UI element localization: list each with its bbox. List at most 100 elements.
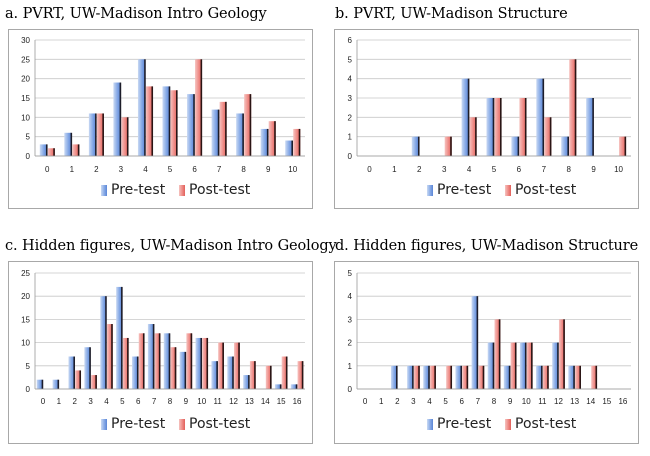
bar-post-test-shadow: [222, 342, 224, 389]
x-tick-label: 13: [570, 397, 579, 406]
bar-post-test-shadow: [126, 117, 129, 156]
legend-swatch-post-test: [505, 419, 511, 430]
bar-pre-test: [561, 136, 569, 156]
y-tick-label: 5: [26, 133, 31, 142]
bar-pre-test-shadow: [517, 136, 520, 156]
bar-pre-test: [455, 365, 462, 389]
x-tick-label: 8: [492, 397, 497, 406]
bar-post-test: [202, 337, 208, 389]
bar-post-test-shadow: [176, 90, 178, 156]
x-tick-label: 16: [618, 397, 627, 406]
bar-pre-test: [423, 365, 430, 389]
bar-post-test: [244, 94, 252, 156]
x-tick-label: 7: [476, 397, 481, 406]
bar-pre-test: [116, 286, 122, 389]
y-tick-label: 20: [21, 292, 30, 301]
x-tick-label: 8: [168, 397, 173, 406]
legend-label-post-test: Post-test: [189, 416, 251, 432]
bar-post-test: [268, 121, 276, 156]
bar-post-test: [494, 98, 502, 156]
y-tick-label: 10: [21, 113, 30, 122]
x-tick-label: 0: [363, 397, 368, 406]
bar-post-test: [249, 361, 256, 389]
x-tick-label: 7: [542, 165, 547, 174]
chart-b-svg: 0 1 2 3 4 5 6 0 1 2 3 4 5 6 7 8 9 10 Pre-test Post-test: [348, 36, 631, 198]
x-tick-label: 3: [442, 165, 447, 174]
bar-post-test: [218, 342, 224, 389]
bar-post-test-shadow: [274, 121, 276, 156]
bar-pre-test-shadow: [428, 365, 430, 389]
x-tick-label: 12: [229, 397, 238, 406]
legend-label-pre-test: Pre-test: [111, 182, 166, 198]
bar-post-test-shadow: [475, 117, 477, 156]
y-tick-label: 0: [26, 385, 31, 394]
bar-pre-test: [260, 128, 268, 156]
bar-post-test-shadow: [225, 101, 227, 156]
bar-post-test: [569, 59, 577, 156]
chart-d-panel: 0 1 2 3 4 5 0 1 2 3 4 5 6 7 8 9 10 11 12 13 14 15 16 Pre-test Po…: [334, 261, 639, 444]
bar-pre-test: [586, 98, 594, 156]
bar-post-test-shadow: [524, 98, 527, 156]
chart-a-panel: 0 5 10 15 20 25 30 0 1 2 3 4 5 6 7 8 9 10 Pre-test Post-tes…: [8, 29, 313, 209]
bar-pre-test-shadow: [144, 59, 146, 156]
y-tick-label: 4: [348, 292, 353, 301]
y-tick-label: 6: [348, 36, 353, 45]
legend-swatch-pre-test: [427, 419, 433, 430]
y-tick-label: 10: [21, 339, 30, 348]
bar-post-test-shadow: [142, 333, 145, 389]
bar-pre-test-shadow: [119, 82, 122, 156]
bar-post-test: [195, 59, 203, 156]
x-tick-label: 5: [120, 397, 125, 406]
bar-post-test-shadow: [450, 136, 452, 156]
legend-label-post-test: Post-test: [515, 416, 577, 432]
bar-post-test: [122, 337, 129, 389]
bar-pre-test: [285, 140, 293, 156]
x-tick-label: 2: [72, 397, 77, 406]
legend-swatch-pre-test: [101, 419, 107, 430]
bar-post-test: [96, 113, 104, 156]
bar-post-test: [591, 365, 598, 389]
y-tick-label: 15: [21, 94, 30, 103]
bar-pre-test: [536, 78, 544, 156]
x-tick-label: 7: [152, 397, 157, 406]
bar-pre-test: [236, 113, 244, 156]
y-tick-label: 25: [21, 269, 30, 278]
bar-pre-test-shadow: [242, 113, 244, 156]
bar-post-test: [219, 101, 227, 156]
y-tick-label: 20: [21, 75, 30, 84]
x-tick-label: 2: [395, 397, 400, 406]
bar-post-test-shadow: [190, 333, 193, 389]
chart-a-title: a. PVRT, UW-Madison Intro Geology: [5, 6, 267, 22]
bar-post-test-shadow: [498, 319, 501, 389]
x-tick-label: 5: [443, 397, 448, 406]
bar-post-test: [413, 365, 420, 389]
bar-pre-test-shadow: [45, 144, 48, 156]
bar-pre-test-shadow: [541, 365, 543, 389]
x-tick-label: 1: [392, 165, 397, 174]
x-tick-label: 0: [367, 165, 372, 174]
bar-post-test-shadow: [547, 365, 549, 389]
bar-pre-test-shadow: [89, 347, 91, 389]
bar-pre-test: [487, 342, 494, 389]
bar-post-test: [519, 98, 527, 156]
x-tick-label: 5: [168, 165, 173, 174]
bar-pre-test-shadow: [105, 296, 107, 389]
y-tick-label: 1: [348, 362, 353, 371]
bar-post-test: [293, 128, 301, 156]
x-tick-label: 4: [143, 165, 148, 174]
bar-post-test-shadow: [200, 59, 203, 156]
legend-swatch-post-test: [179, 419, 185, 430]
x-tick-label: 4: [427, 397, 432, 406]
x-tick-label: 6: [192, 165, 197, 174]
bar-pre-test-shadow: [492, 98, 495, 156]
bar-post-test-shadow: [285, 356, 288, 389]
bar-post-test: [542, 365, 549, 389]
x-tick-label: 6: [136, 397, 141, 406]
bar-post-test-shadow: [298, 128, 301, 156]
y-tick-label: 15: [21, 315, 30, 324]
y-tick-label: 25: [21, 55, 30, 64]
bar-post-test: [446, 365, 452, 389]
bar-post-test-shadow: [418, 365, 420, 389]
bar-pre-test: [132, 356, 138, 389]
